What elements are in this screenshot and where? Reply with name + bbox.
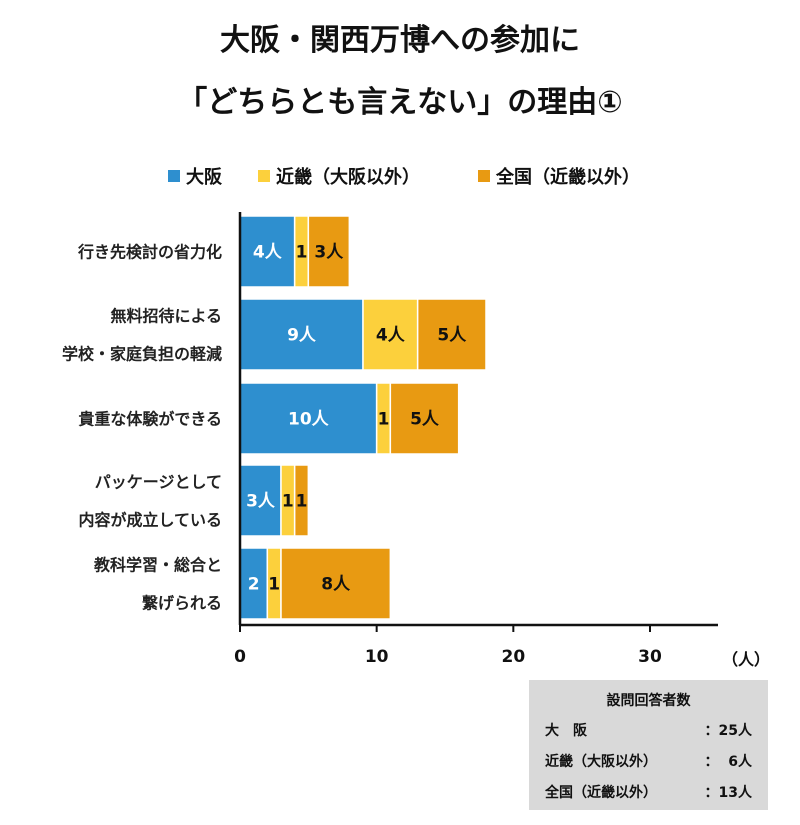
chart-title-line-1: 大阪・関西万博への参加に <box>220 23 580 58</box>
bar-segment <box>307 215 351 288</box>
x-tick-label: 30 <box>638 647 662 667</box>
bar-segment <box>416 298 487 371</box>
data-label: 1 <box>268 575 280 595</box>
bar-segment <box>280 547 392 620</box>
bar-segment <box>239 382 378 455</box>
x-tick-label: 0 <box>234 647 246 667</box>
respondent-row-label: 近畿（大阪以外） <box>545 754 657 770</box>
x-tick-label: 10 <box>365 647 389 667</box>
chart-title-line-2: 「どちらとも言えない」の理由① <box>177 85 622 120</box>
data-label: 10人 <box>288 410 330 430</box>
category-labels: 行き先検討の省力化無料招待による学校・家庭負担の軽減貴重な体験ができるパッケージ… <box>62 243 222 613</box>
legend-swatch-1 <box>258 170 270 182</box>
data-label: 2 <box>248 575 260 595</box>
bar-segment <box>239 547 269 620</box>
x-tick-label: 20 <box>501 647 525 667</box>
category-label: 行き先検討の省力化 <box>77 243 222 262</box>
data-label: 5人 <box>437 326 467 346</box>
respondent-row-national: 全国（近畿以外） ：13人 <box>545 778 752 809</box>
data-label: 1 <box>296 492 308 512</box>
respondent-row-value: ：13人 <box>704 785 752 801</box>
data-label: 3人 <box>314 243 344 263</box>
respondent-row-label: 全国（近畿以外） <box>545 785 657 801</box>
category-label: パッケージとして <box>95 473 222 492</box>
data-label: 1 <box>378 410 390 430</box>
x-axis-unit: （人） <box>722 650 770 669</box>
data-label: 4人 <box>376 326 406 346</box>
bar-segment <box>389 382 460 455</box>
respondent-row-label: 大 阪 <box>545 723 587 739</box>
legend-label-0: 大阪 <box>186 166 223 188</box>
data-label: 9人 <box>287 326 317 346</box>
bar-segment <box>293 464 310 537</box>
respondent-row-kinki: 近畿（大阪以外） ： 6人 <box>545 747 752 778</box>
category-label: 教科学習・総合と <box>94 556 222 575</box>
legend-label-2: 全国（近畿以外） <box>495 166 640 188</box>
data-label: 1 <box>282 492 294 512</box>
category-label: 無料招待による <box>110 307 222 326</box>
respondent-count-title: 設問回答者数 <box>606 693 691 709</box>
data-label: 8人 <box>321 575 351 595</box>
category-label: 繋げられる <box>142 594 222 613</box>
data-label: 3人 <box>246 492 276 512</box>
data-label: 5人 <box>410 410 440 430</box>
legend-swatch-0 <box>168 170 180 182</box>
category-label: 学校・家庭負担の軽減 <box>62 345 222 364</box>
respondent-count-box: 設問回答者数 大 阪 ：25人 近畿（大阪以外） ： 6人 全国（近畿以外） ：… <box>529 680 768 810</box>
category-label: 内容が成立している <box>78 511 222 530</box>
respondent-row-osaka: 大 阪 ：25人 <box>545 716 752 747</box>
data-label: 1 <box>296 243 308 263</box>
category-label: 貴重な体験ができる <box>78 410 222 429</box>
data-label: 4人 <box>253 243 283 263</box>
bar-segment <box>239 215 296 288</box>
respondent-row-value: ：25人 <box>704 723 752 739</box>
legend-label-1: 近畿（大阪以外） <box>276 166 420 188</box>
legend: 大阪 近畿（大阪以外） 全国（近畿以外） <box>168 166 640 188</box>
respondent-row-value: ： 6人 <box>704 754 753 770</box>
legend-swatch-2 <box>478 170 490 182</box>
axes: 0 10 20 30 （人） <box>234 212 770 669</box>
